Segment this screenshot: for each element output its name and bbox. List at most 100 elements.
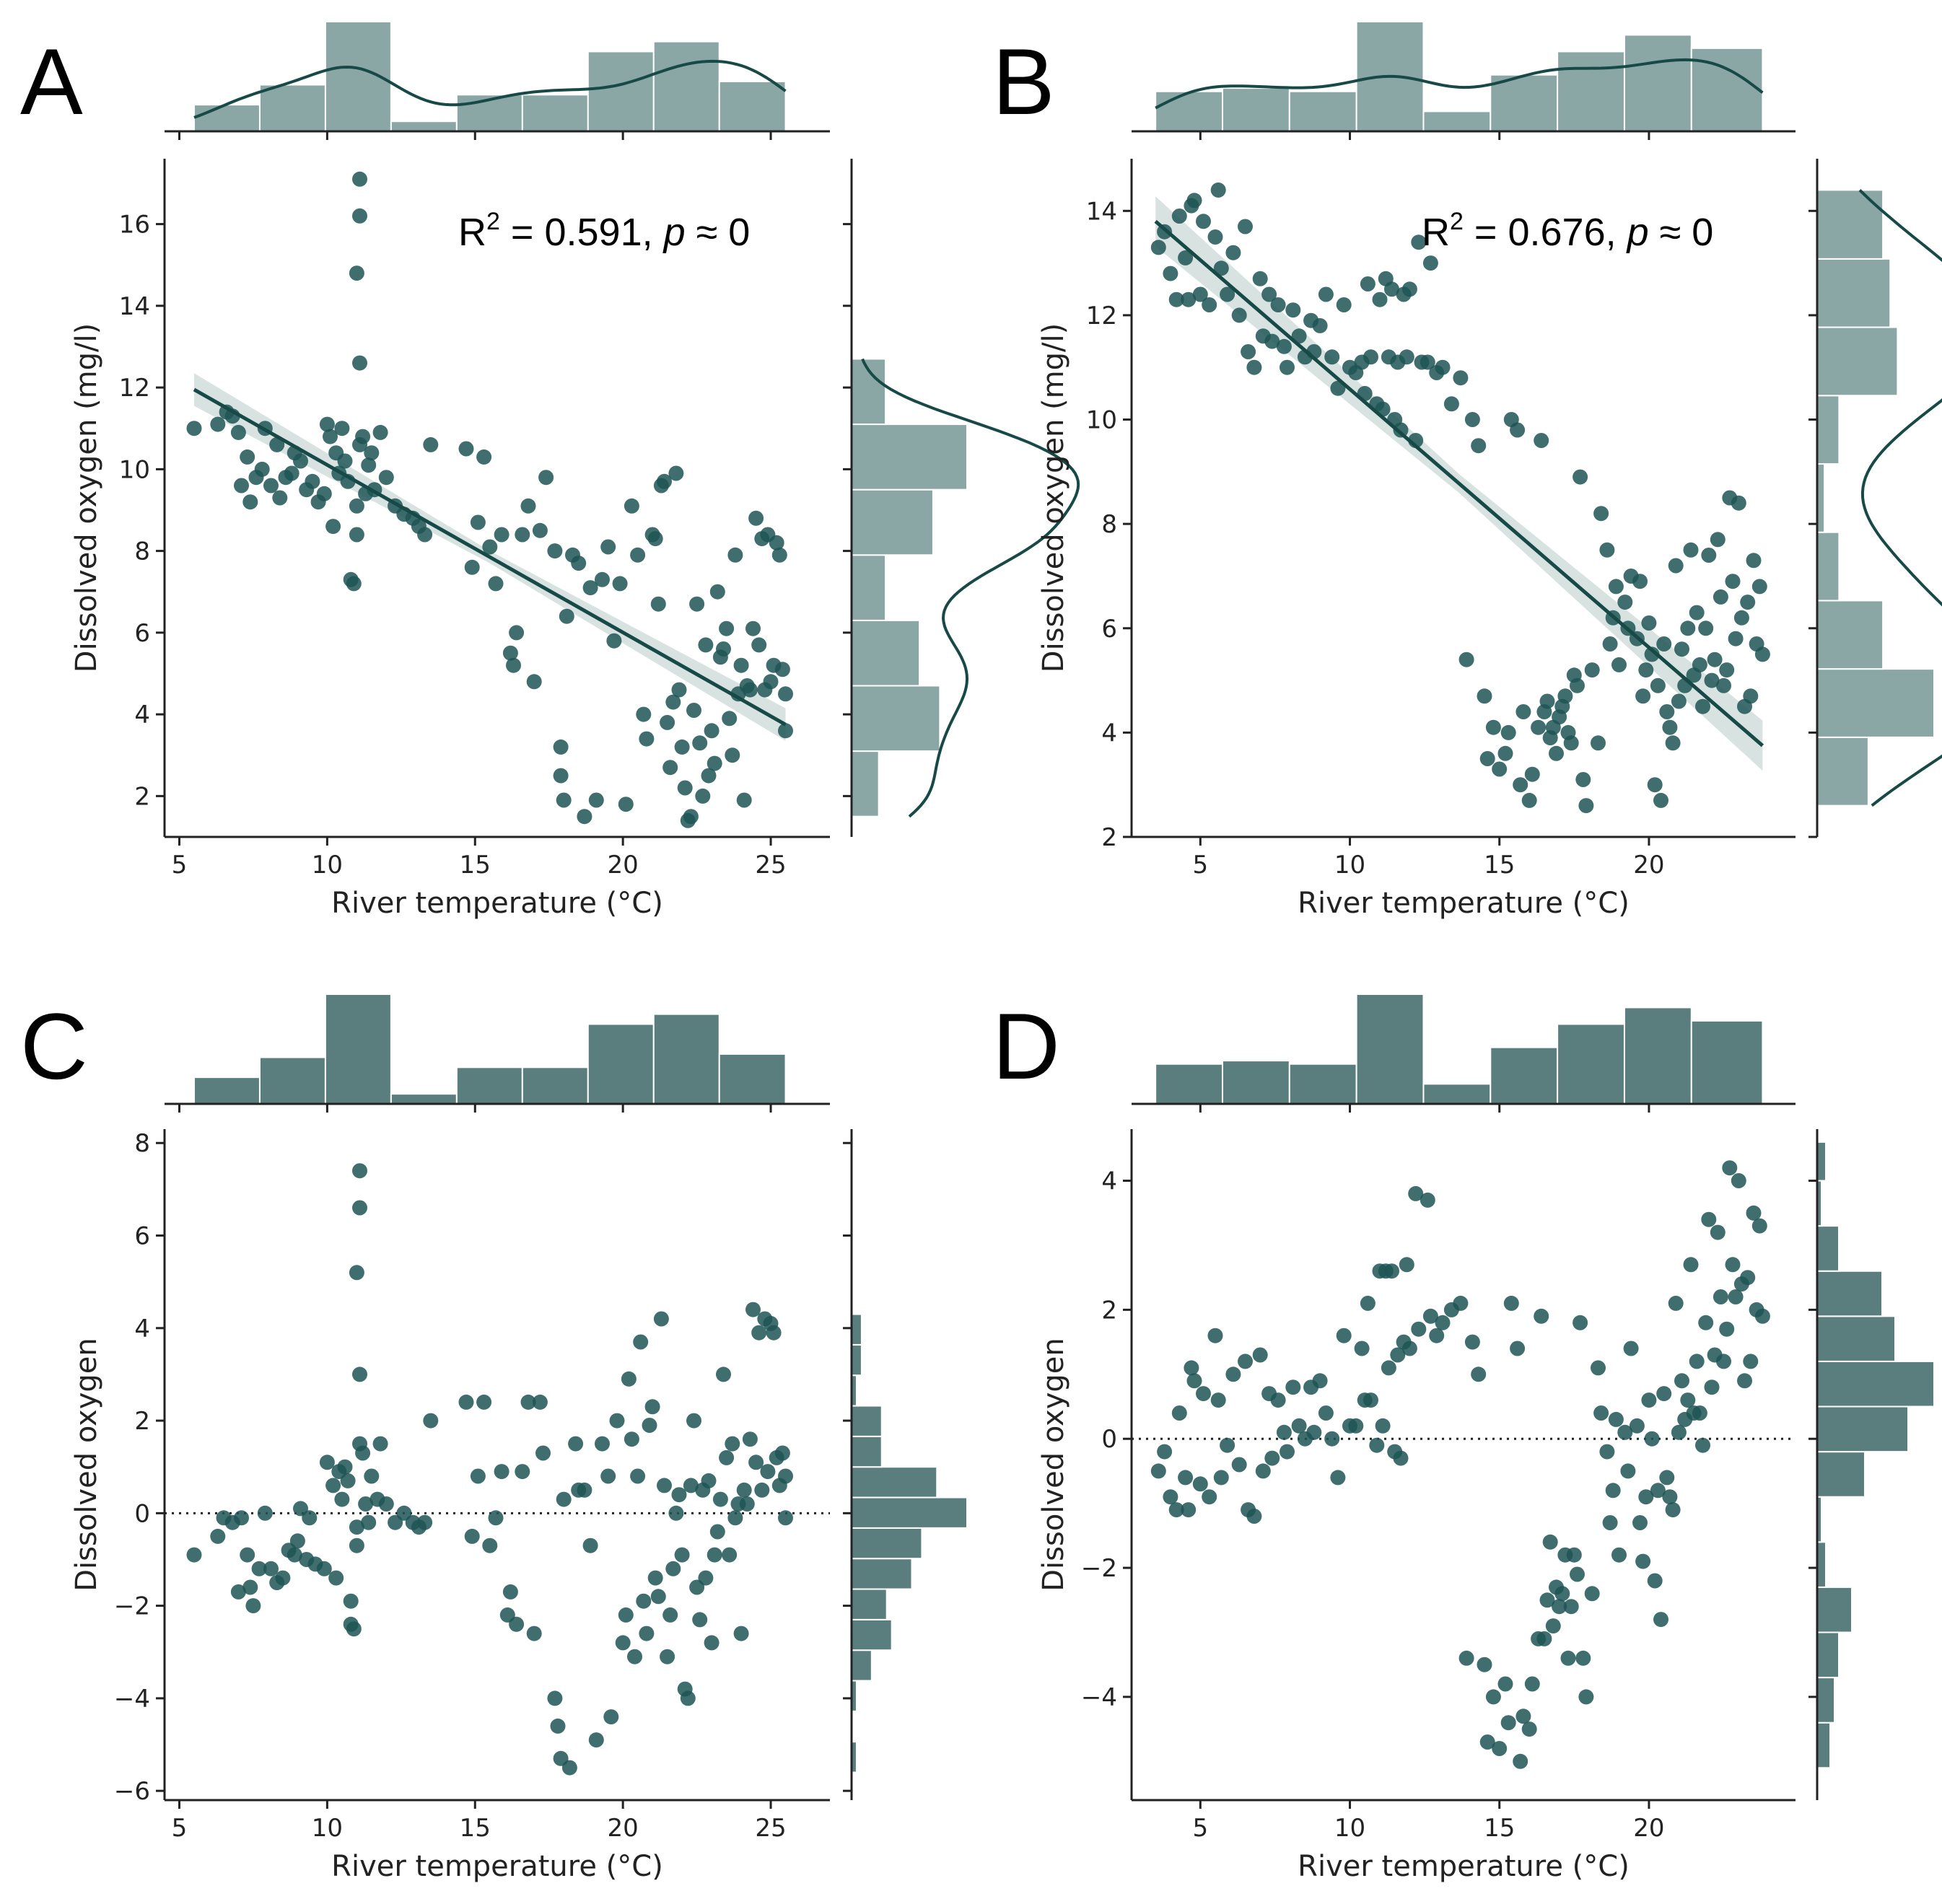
x-hist-bar	[193, 104, 261, 133]
data-point	[704, 1635, 719, 1651]
data-point	[352, 1200, 367, 1216]
y-tick-label: 0	[134, 1499, 150, 1528]
data-point	[337, 453, 353, 469]
data-point	[742, 1431, 758, 1447]
data-point	[600, 1468, 616, 1484]
x-tick-label: 5	[1192, 851, 1208, 879]
data-point	[1575, 772, 1591, 787]
data-point	[515, 527, 530, 543]
data-point	[352, 171, 367, 187]
data-point	[1740, 1270, 1756, 1286]
data-point	[1560, 1650, 1576, 1666]
data-point	[1644, 1431, 1660, 1447]
data-point	[334, 1491, 350, 1507]
data-point	[778, 723, 793, 739]
data-point	[1429, 1328, 1445, 1343]
data-point	[240, 449, 255, 465]
data-point	[1252, 1347, 1268, 1363]
x-hist-bar	[324, 993, 392, 1105]
x-axis-label: River temperature (°C)	[1298, 1850, 1630, 1883]
x-tick-label: 20	[1633, 851, 1664, 879]
data-point	[488, 1510, 504, 1526]
data-point	[1549, 745, 1564, 761]
x-hist-bar	[718, 1053, 787, 1105]
data-point	[1584, 1586, 1600, 1602]
data-point	[1698, 620, 1714, 636]
y-hist-bar	[1816, 1225, 1840, 1272]
data-point	[639, 1626, 655, 1641]
data-point	[1318, 1405, 1334, 1421]
data-point	[677, 780, 693, 796]
y-tick-label: 0	[1101, 1425, 1117, 1454]
data-point	[1515, 1708, 1531, 1724]
data-point	[1653, 1612, 1668, 1628]
data-point	[1554, 1586, 1570, 1602]
data-point	[568, 1436, 584, 1452]
data-point	[1492, 1741, 1508, 1756]
y-hist-bar	[1816, 395, 1840, 465]
data-point	[1312, 1373, 1328, 1389]
y-hist-bar	[1816, 1677, 1835, 1724]
data-point	[1578, 798, 1594, 814]
x-hist-bar	[521, 94, 589, 132]
data-point	[1464, 412, 1480, 427]
data-point	[1545, 1618, 1561, 1634]
data-point	[423, 436, 439, 452]
data-point	[1719, 1321, 1735, 1337]
y-tick-label: −4	[1081, 1683, 1117, 1712]
data-point	[698, 1570, 714, 1586]
x-hist-bar	[258, 1056, 326, 1105]
data-point	[323, 429, 338, 444]
x-kde-curve	[193, 59, 787, 119]
data-point	[689, 596, 705, 612]
main-axes: 5 10 15 20 2 4 6 8 10 12 14 River temperature (°C) D…	[1037, 159, 1796, 920]
panel-b: B 5 10 15 20 2 4 6 8 10 12 14 River temperature (°C)…	[992, 21, 1942, 920]
data-point	[1220, 1437, 1235, 1453]
data-point	[1641, 1392, 1657, 1408]
data-point	[1471, 438, 1487, 454]
data-point	[1150, 1463, 1166, 1479]
data-point	[1641, 615, 1657, 631]
data-point	[1202, 1489, 1217, 1505]
data-point	[1701, 548, 1717, 563]
data-point	[532, 522, 548, 538]
data-point	[1665, 1502, 1681, 1518]
data-point	[1168, 291, 1184, 307]
data-point	[1192, 1476, 1208, 1492]
data-point	[1698, 1315, 1714, 1330]
data-point	[556, 1491, 572, 1507]
y-hist-bar	[851, 424, 968, 491]
data-point	[352, 1366, 367, 1382]
data-point	[1573, 1315, 1588, 1330]
data-point	[1192, 286, 1208, 302]
r-value: = 0.591,	[500, 211, 664, 254]
data-point	[263, 478, 279, 493]
x-axis-label: River temperature (°C)	[331, 1850, 663, 1883]
data-point	[1539, 693, 1555, 709]
x-hist-bar	[1155, 1063, 1223, 1105]
r-superscript: 2	[486, 208, 500, 235]
data-point	[692, 735, 708, 751]
y-tick-label: 6	[1101, 615, 1117, 644]
x-tick-label: 20	[608, 1814, 639, 1843]
data-point	[657, 473, 672, 489]
data-point	[618, 1607, 634, 1623]
data-point	[502, 645, 518, 661]
y-hist-bar	[851, 750, 880, 817]
data-point	[701, 1473, 717, 1488]
data-point	[1401, 281, 1417, 297]
data-point	[1701, 1211, 1717, 1227]
data-point	[1683, 1257, 1699, 1273]
data-point	[692, 1612, 708, 1628]
data-point	[650, 596, 666, 612]
data-point	[665, 694, 681, 710]
data-point	[722, 711, 738, 727]
y-tick-label: 8	[1101, 510, 1117, 539]
data-point	[733, 657, 749, 673]
data-point	[1420, 1192, 1435, 1208]
data-point	[287, 1547, 302, 1563]
data-point	[1725, 1257, 1741, 1273]
data-point	[1210, 1392, 1226, 1408]
data-point	[657, 1478, 672, 1493]
scatter-points	[1150, 1160, 1770, 1769]
